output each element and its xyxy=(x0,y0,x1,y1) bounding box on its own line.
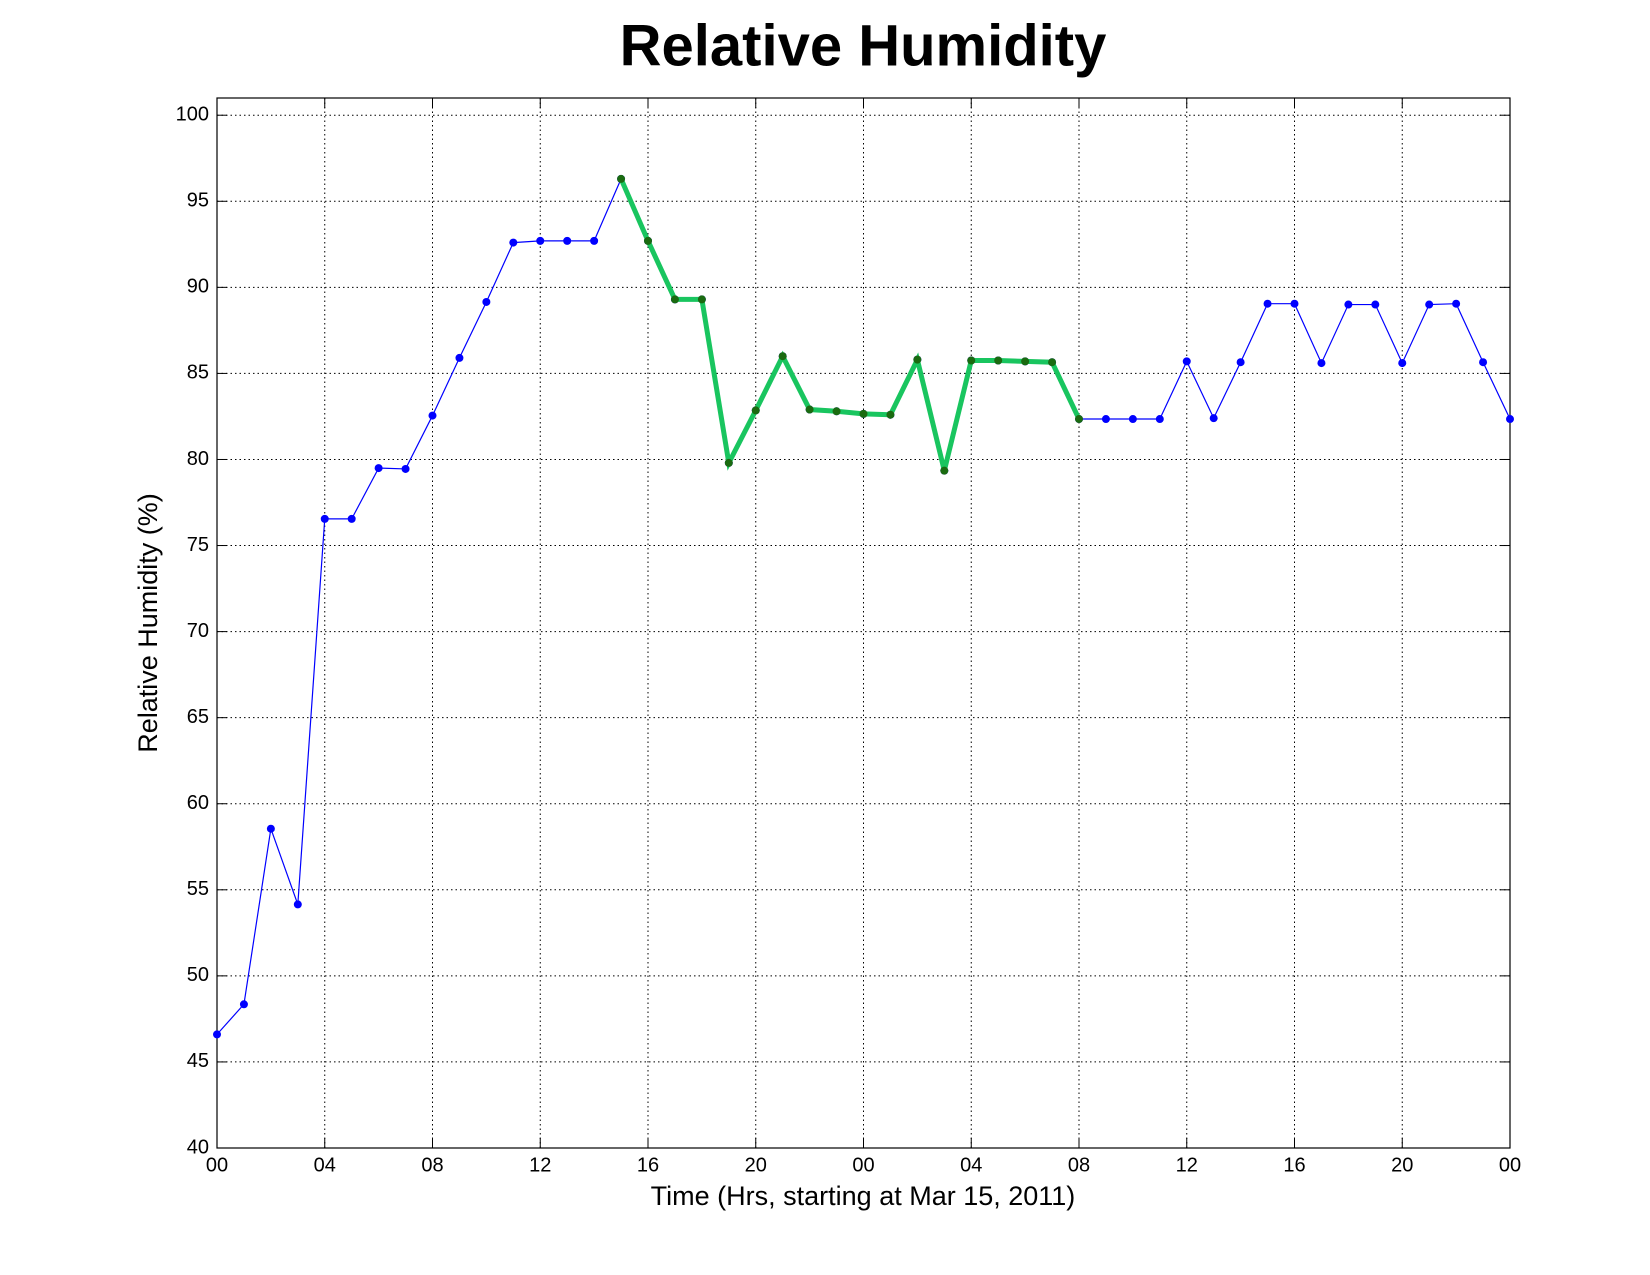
data-point xyxy=(293,900,302,909)
data-line xyxy=(618,177,1082,472)
data-point xyxy=(374,464,383,473)
data-point xyxy=(1209,414,1218,423)
x-tick-label: 08 xyxy=(421,1154,443,1176)
data-point xyxy=(994,356,1003,365)
data-point xyxy=(536,236,545,245)
y-tick-label: 80 xyxy=(187,448,209,470)
x-tick-label: 20 xyxy=(745,1154,767,1176)
y-tick-label: 95 xyxy=(187,190,209,212)
data-point xyxy=(1371,300,1380,309)
data-point xyxy=(1155,415,1164,424)
data-point xyxy=(1128,415,1137,424)
y-tick-label: 75 xyxy=(187,534,209,556)
data-point xyxy=(617,174,626,183)
data-point xyxy=(1048,358,1057,367)
y-tick-label: 70 xyxy=(187,620,209,642)
y-tick-label: 50 xyxy=(187,964,209,986)
data-point xyxy=(1452,299,1461,308)
data-point xyxy=(1425,300,1434,309)
data-point xyxy=(213,1030,221,1039)
data-point xyxy=(455,353,464,362)
data-point xyxy=(832,407,841,416)
data-point xyxy=(697,295,706,304)
data-point xyxy=(482,297,491,306)
plot-area xyxy=(217,98,1510,1148)
x-tick-label: 20 xyxy=(1391,1154,1413,1176)
y-tick-label: 65 xyxy=(187,706,209,728)
data-point xyxy=(1263,299,1272,308)
data-point xyxy=(1506,415,1514,424)
data-point xyxy=(859,409,868,418)
data-point xyxy=(886,410,895,419)
data-point xyxy=(1290,299,1299,308)
y-tick-label: 40 xyxy=(187,1136,209,1158)
x-axis-label: Time (Hrs, starting at Mar 15, 2011) xyxy=(651,1181,1076,1211)
data-point xyxy=(428,411,437,420)
data-point xyxy=(1101,415,1110,424)
plot-frame xyxy=(216,97,1511,1149)
x-tick-label: 04 xyxy=(314,1154,336,1176)
data-point xyxy=(563,236,572,245)
data-point xyxy=(644,236,652,245)
data-point xyxy=(1479,358,1488,367)
x-tick-label: 08 xyxy=(1068,1154,1090,1176)
data-point xyxy=(913,355,922,364)
data-point xyxy=(239,1000,248,1009)
data-point xyxy=(940,466,949,475)
x-tick-label: 16 xyxy=(1283,1154,1305,1176)
data-point xyxy=(266,824,275,833)
data-point xyxy=(1398,359,1407,368)
data-point xyxy=(724,458,733,467)
data-point xyxy=(401,464,410,473)
y-tick-label: 85 xyxy=(187,362,209,384)
data-point xyxy=(347,514,356,523)
x-tick-label: 00 xyxy=(1499,1154,1521,1176)
data-point xyxy=(778,352,787,361)
data-point xyxy=(751,406,760,415)
x-tick-label: 12 xyxy=(529,1154,551,1176)
data-point xyxy=(967,356,976,365)
data-point xyxy=(1317,359,1326,368)
y-axis-label: Relative Humidity (%) xyxy=(133,493,163,753)
y-tick-label: 90 xyxy=(187,276,209,298)
data-point xyxy=(1075,415,1083,424)
data-point xyxy=(1344,300,1353,309)
x-tick-label: 00 xyxy=(852,1154,874,1176)
x-tick-label: 12 xyxy=(1176,1154,1198,1176)
data-point xyxy=(1182,357,1191,366)
y-tick-label: 60 xyxy=(187,792,209,814)
data-point xyxy=(805,405,814,414)
x-tick-label: 16 xyxy=(637,1154,659,1176)
data-point xyxy=(509,238,518,247)
chart-title: Relative Humidity xyxy=(620,13,1107,78)
data-point xyxy=(1021,357,1030,366)
data-point xyxy=(1236,358,1245,367)
x-tick-label: 04 xyxy=(960,1154,982,1176)
data-point xyxy=(320,514,329,523)
y-tick-label: 45 xyxy=(187,1050,209,1072)
data-point xyxy=(590,236,599,245)
data-point xyxy=(670,295,679,304)
x-tick-label: 00 xyxy=(206,1154,228,1176)
y-tick-label: 100 xyxy=(176,103,209,125)
y-tick-label: 55 xyxy=(187,878,209,900)
